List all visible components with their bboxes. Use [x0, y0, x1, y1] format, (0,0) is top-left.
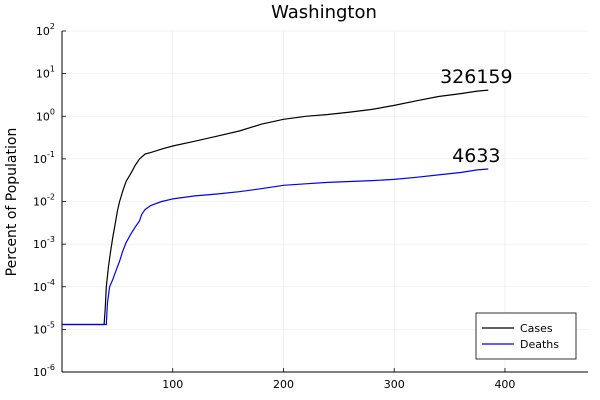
y-tick-label: 10-4 — [33, 278, 55, 294]
y-tick-label: 101 — [36, 65, 55, 81]
y-tick-label: 10-3 — [33, 235, 55, 251]
series-line-deaths — [62, 168, 489, 326]
y-tick-exponent: -6 — [47, 363, 55, 372]
series-line-cases — [62, 89, 489, 326]
legend-box — [475, 312, 577, 360]
y-tick-exponent: -1 — [47, 150, 55, 159]
y-tick-exponent: -4 — [47, 278, 55, 287]
y-tick-exponent: -2 — [47, 193, 55, 202]
y-tick-label: 10-5 — [33, 320, 55, 336]
series-lines — [62, 89, 489, 326]
end-label-deaths: 4633 — [452, 145, 500, 167]
y-tick-base: 10 — [36, 68, 50, 81]
y-tick-label: 10-6 — [33, 363, 55, 379]
legend-label-deaths: Deaths — [520, 338, 559, 351]
x-tick-label: 200 — [273, 378, 294, 391]
end-label-cases: 326159 — [440, 66, 513, 88]
y-tick-base: 10 — [33, 366, 47, 379]
y-tick-base: 10 — [36, 25, 50, 38]
x-tick-labels: 100 200 300 400 — [162, 378, 515, 391]
legend: Cases Deaths — [475, 312, 577, 360]
y-tick-exponent: -3 — [47, 235, 55, 244]
y-tick-base: 10 — [33, 323, 47, 336]
chart-title: Washington — [271, 2, 377, 23]
end-labels: 326159 4633 — [440, 66, 513, 167]
y-tick-exponent: -5 — [47, 320, 55, 329]
y-tick-label: 10-1 — [33, 150, 55, 166]
y-tick-base: 10 — [36, 110, 50, 123]
y-tick-label: 10-2 — [33, 193, 55, 209]
axes — [61, 30, 588, 373]
y-tick-label: 102 — [36, 22, 55, 38]
x-tick-label: 300 — [384, 378, 405, 391]
y-tick-exponent: 1 — [50, 65, 55, 74]
y-tick-label: 100 — [36, 107, 55, 123]
x-tick-label: 400 — [494, 378, 515, 391]
legend-label-cases: Cases — [520, 322, 553, 335]
y-tick-exponent: 0 — [50, 107, 55, 116]
y-tick-base: 10 — [33, 238, 47, 251]
x-tick-label: 100 — [162, 378, 183, 391]
y-tick-base: 10 — [33, 281, 47, 294]
y-axis-label: Percent of Population — [4, 128, 20, 277]
y-tick-base: 10 — [33, 153, 47, 166]
y-tick-exponent: 2 — [50, 22, 55, 31]
y-tick-base: 10 — [33, 196, 47, 209]
